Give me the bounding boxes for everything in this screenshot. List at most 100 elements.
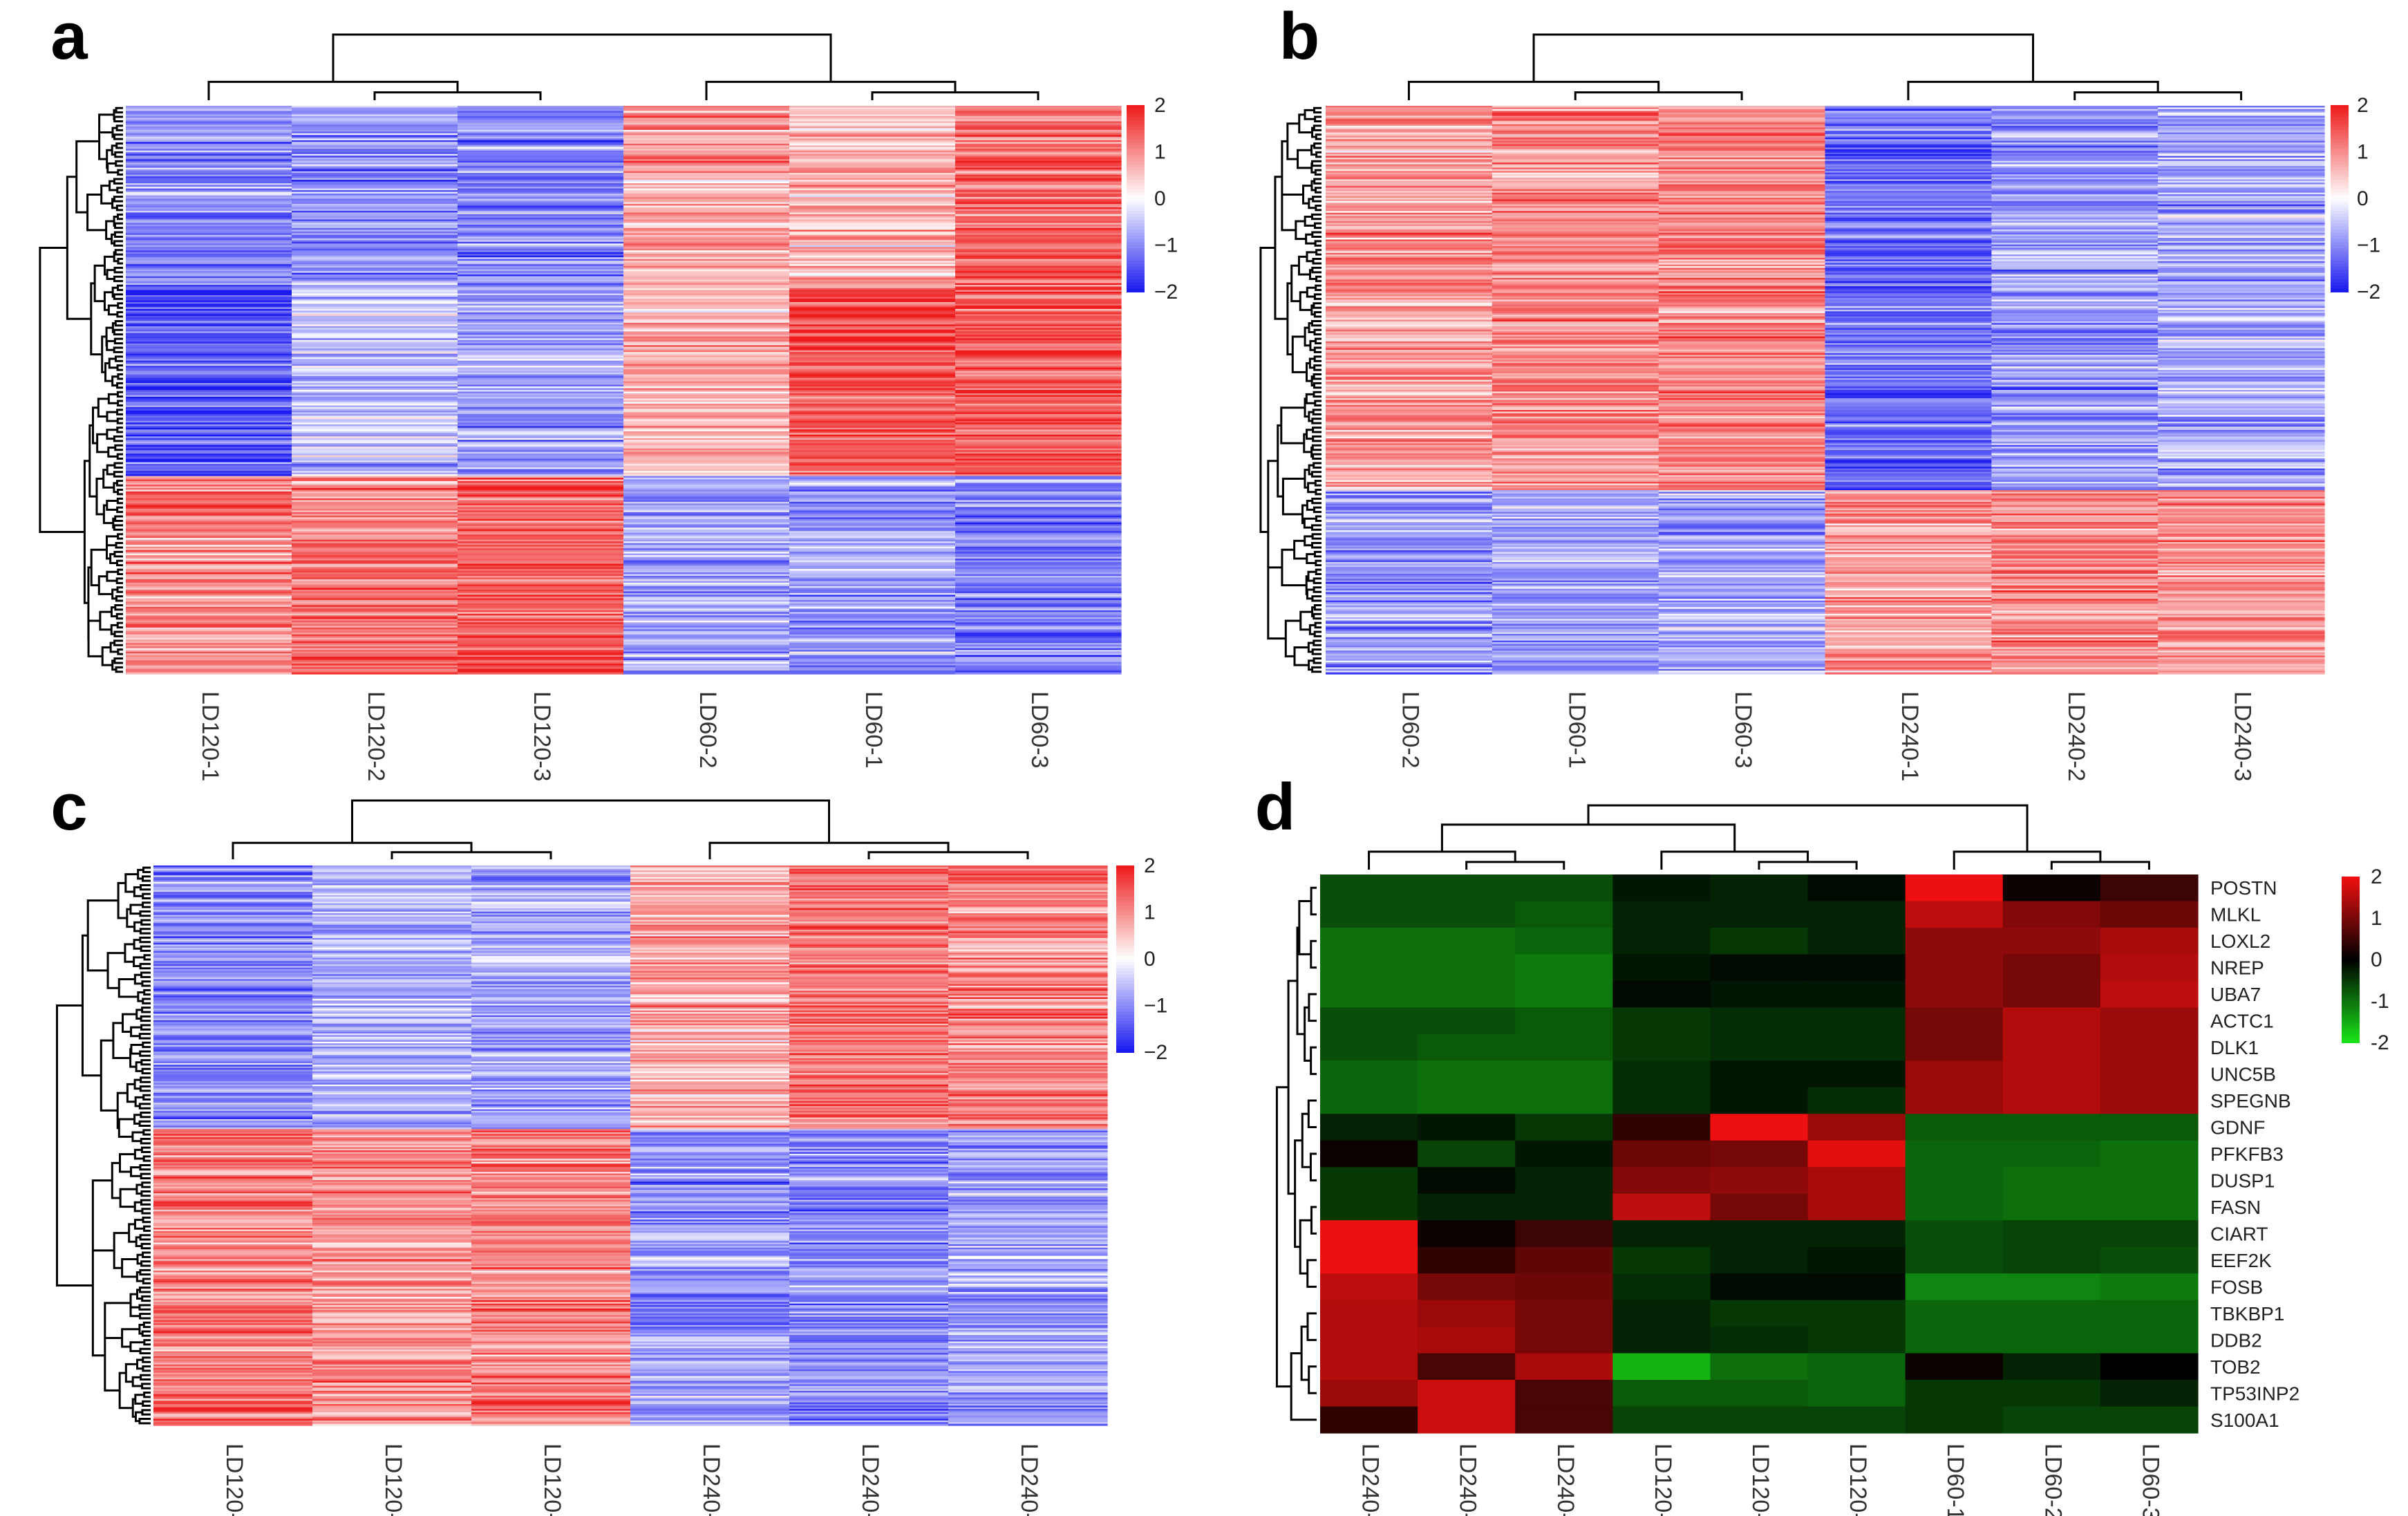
heatmap-cell — [2158, 515, 2325, 518]
heatmap-cell — [955, 118, 1122, 120]
heatmap-cell — [955, 601, 1122, 604]
heatmap-cell — [1492, 339, 1659, 342]
heatmap-cell — [1492, 261, 1659, 263]
heatmap-cell — [471, 1012, 631, 1015]
heatmap-cell — [292, 653, 458, 656]
heatmap-cell — [1825, 672, 1992, 675]
heatmap-cell — [1991, 131, 2158, 133]
heatmap-cell — [292, 493, 458, 496]
heatmap-cell — [312, 1033, 472, 1036]
heatmap-cell — [292, 395, 458, 397]
heatmap-cell — [292, 350, 458, 353]
heatmap-cell — [458, 532, 624, 535]
heatmap-cell — [1326, 664, 1493, 666]
heatmap-cell — [1658, 628, 1826, 631]
heatmap-cell — [1658, 495, 1826, 498]
heatmap-cell — [1492, 435, 1659, 438]
heatmap-cell — [1825, 358, 1992, 361]
heatmap-cell — [292, 570, 458, 573]
heatmap-cell — [1326, 375, 1493, 377]
heatmap-cell — [126, 207, 292, 210]
color-legend-gradient-step — [1127, 288, 1145, 292]
heatmap-cell — [153, 918, 313, 921]
heatmap-cell — [955, 248, 1122, 251]
heatmap-cell — [292, 131, 458, 134]
heatmap-cell — [948, 956, 1108, 959]
heatmap-cell — [1825, 393, 1992, 395]
heatmap-cell — [955, 417, 1122, 420]
heatmap-cell — [1326, 603, 1493, 606]
color-legend-gradient-step — [1127, 214, 1145, 218]
heatmap-cell — [126, 136, 292, 139]
heatmap-cell — [292, 292, 458, 294]
heatmap-cell — [458, 307, 624, 310]
heatmap-cell — [458, 522, 624, 525]
heatmap-cell — [126, 630, 292, 633]
heatmap-cell — [312, 975, 472, 978]
heatmap-cell — [2158, 227, 2325, 230]
heatmap-cell — [789, 626, 956, 628]
heatmap-cell — [789, 929, 949, 932]
heatmap-cell — [1492, 237, 1659, 241]
heatmap-cell — [2158, 241, 2325, 243]
heatmap-cell — [2158, 216, 2325, 218]
heatmap-cell — [955, 612, 1122, 615]
heatmap-cell — [1326, 400, 1493, 402]
heatmap-cell — [2158, 657, 2325, 659]
heatmap-cell — [1991, 156, 2158, 158]
heatmap-cell — [630, 992, 790, 995]
heatmap-cell — [955, 586, 1122, 589]
heatmap-cell — [1825, 211, 1992, 214]
heatmap-cell — [948, 1023, 1108, 1026]
heatmap-cell — [623, 250, 790, 253]
heatmap-cell — [623, 443, 790, 446]
heatmap-cell — [1326, 200, 1493, 203]
heatmap-cell — [153, 982, 313, 985]
heatmap-cell — [630, 966, 790, 968]
heatmap-cell — [1326, 536, 1493, 539]
heatmap-cell — [948, 1071, 1108, 1074]
heatmap-cell — [623, 610, 790, 612]
heatmap-cell — [1492, 470, 1659, 473]
panel-letter: b — [1279, 0, 1320, 73]
heatmap-cell — [630, 1051, 790, 1054]
heatmap-cell — [1492, 515, 1659, 518]
heatmap-cell — [1658, 315, 1826, 317]
heatmap-cell — [1825, 356, 1992, 359]
heatmap-cell — [292, 633, 458, 635]
heatmap-cell — [1492, 106, 1659, 109]
heatmap-cell — [1991, 600, 2158, 603]
heatmap-cell — [789, 129, 956, 132]
heatmap-cell — [2158, 410, 2325, 413]
heatmap-cell — [630, 921, 790, 924]
color-legend-gradient-step — [1127, 142, 1145, 147]
heatmap-cell — [1825, 343, 1992, 346]
heatmap-cell — [126, 615, 292, 618]
heatmap-cell — [1991, 291, 2158, 294]
heatmap-cell — [1492, 553, 1659, 556]
heatmap-cell — [1492, 333, 1659, 335]
heatmap-cell — [789, 926, 949, 929]
heatmap-cell — [1658, 507, 1826, 509]
heatmap-cell — [623, 135, 790, 138]
heatmap-cell — [1991, 212, 2158, 215]
heatmap-cell — [789, 269, 956, 272]
heatmap-cell — [955, 188, 1122, 191]
heatmap-cell — [1326, 583, 1493, 586]
heatmap-cell — [471, 967, 631, 970]
heatmap-cell — [789, 531, 956, 534]
heatmap-cell — [458, 629, 624, 632]
heatmap-cell — [1991, 398, 2158, 401]
heatmap-cell — [1492, 219, 1659, 222]
heatmap-cell — [623, 312, 790, 315]
heatmap-cell — [312, 982, 472, 985]
heatmap-cell — [292, 476, 458, 478]
heatmap-cell — [1658, 622, 1826, 625]
heatmap-cell — [458, 153, 624, 156]
heatmap-cell — [789, 431, 956, 433]
heatmap-cell — [292, 586, 458, 589]
heatmap-cell — [1658, 488, 1826, 491]
heatmap-cell — [126, 360, 292, 363]
heatmap-cell — [2158, 309, 2325, 312]
heatmap-cell — [1825, 261, 1992, 263]
